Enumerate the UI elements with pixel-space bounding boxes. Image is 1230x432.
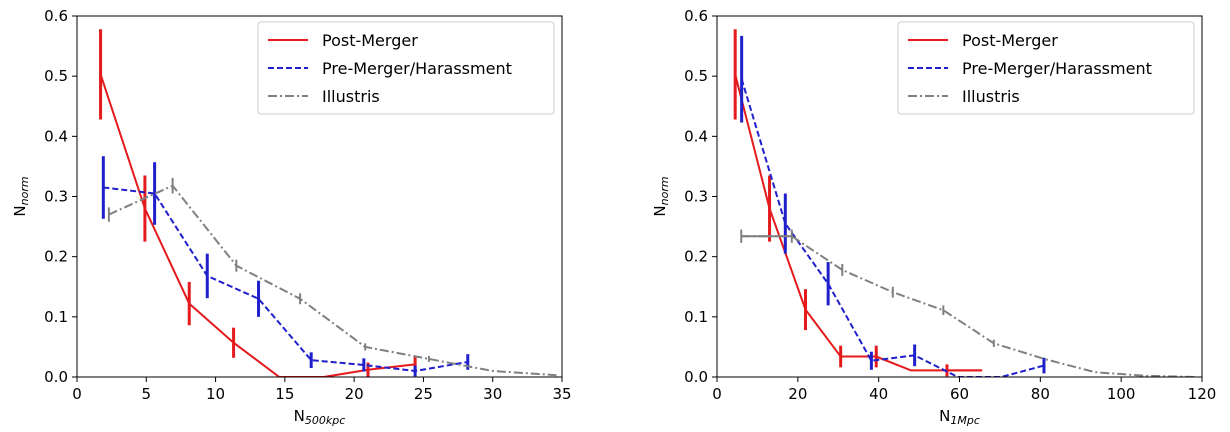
legend-label: Pre-Merger/Harassment	[322, 59, 512, 78]
series-line	[108, 184, 557, 377]
x-tick-label: 60	[950, 385, 969, 403]
x-tick-label: 5	[142, 385, 152, 403]
chart-panel-2: 0 20 40 60 80 100 120 0.0 0.1 0.2 0.3 0.4 0.5 0.6 N1Mp…	[651, 7, 1216, 427]
legend-box	[897, 21, 1195, 115]
y-tick-label: 0.5	[44, 67, 68, 85]
y-tick-label: 0.5	[684, 67, 708, 85]
y-tick-label: 0.4	[44, 127, 68, 145]
series-pre-merger-harassment	[101, 156, 470, 377]
y-tick-label: 0.1	[684, 308, 708, 326]
y-tick-label: 0.2	[684, 248, 708, 266]
x-tick-label: 0	[712, 385, 722, 403]
series-line	[741, 235, 1196, 377]
x-tick-label: 10	[206, 385, 225, 403]
y-tick-label: 0.0	[684, 368, 708, 386]
y-tick-label: 0.0	[44, 368, 68, 386]
y-tick-label: 0.3	[684, 188, 708, 206]
chart-panel-1: 0 5 10 15 20 25 30 35 0.0 0.1 0.2 0.3 0.4 0.5 0.6 N500k…	[11, 7, 572, 427]
x-tick-label: 20	[345, 385, 364, 403]
legend: Post-Merger Pre-Merger/Harassment Illustri…	[897, 21, 1195, 115]
x-tick-label: 20	[788, 385, 807, 403]
legend-label: Post-Merger	[962, 31, 1058, 50]
legend-label: Pre-Merger/Harassment	[962, 59, 1152, 78]
legend-label: Post-Merger	[322, 31, 418, 50]
series-line	[99, 74, 416, 377]
x-tick-label: 25	[414, 385, 433, 403]
series-line	[103, 186, 468, 372]
y-axis-label: Nnorm	[651, 176, 671, 216]
legend-box	[257, 21, 555, 115]
y-tick-label: 0.2	[44, 248, 68, 266]
y-tick-label: 0.3	[44, 188, 68, 206]
y-axis-label: Nnorm	[11, 176, 31, 216]
legend-label: Illustris	[322, 87, 380, 106]
x-tick-label: 35	[552, 385, 571, 403]
series-line	[734, 74, 983, 372]
y-tick-label: 0.4	[684, 127, 708, 145]
series-post-merger	[733, 29, 983, 377]
series-illustris	[107, 177, 557, 377]
legend: Post-Merger Pre-Merger/Harassment Illustri…	[257, 21, 555, 115]
y-tick-label: 0.6	[44, 7, 68, 25]
x-tick-label: 40	[869, 385, 888, 403]
series-illustris	[740, 229, 1196, 377]
x-tick-label: 80	[1031, 385, 1050, 403]
x-axis-label: N500kpc	[294, 407, 346, 427]
x-axis-label: N1Mpc	[939, 407, 980, 427]
x-tick-label: 120	[1188, 385, 1217, 403]
y-tick-label: 0.1	[44, 308, 68, 326]
x-tick-label: 15	[275, 385, 294, 403]
x-tick-label: 0	[72, 385, 82, 403]
y-tick-label: 0.6	[684, 7, 708, 25]
legend-label: Illustris	[962, 87, 1020, 106]
series-post-merger	[99, 29, 417, 377]
x-tick-label: 100	[1107, 385, 1136, 403]
x-tick-label: 30	[483, 385, 502, 403]
series-line	[740, 78, 1045, 377]
